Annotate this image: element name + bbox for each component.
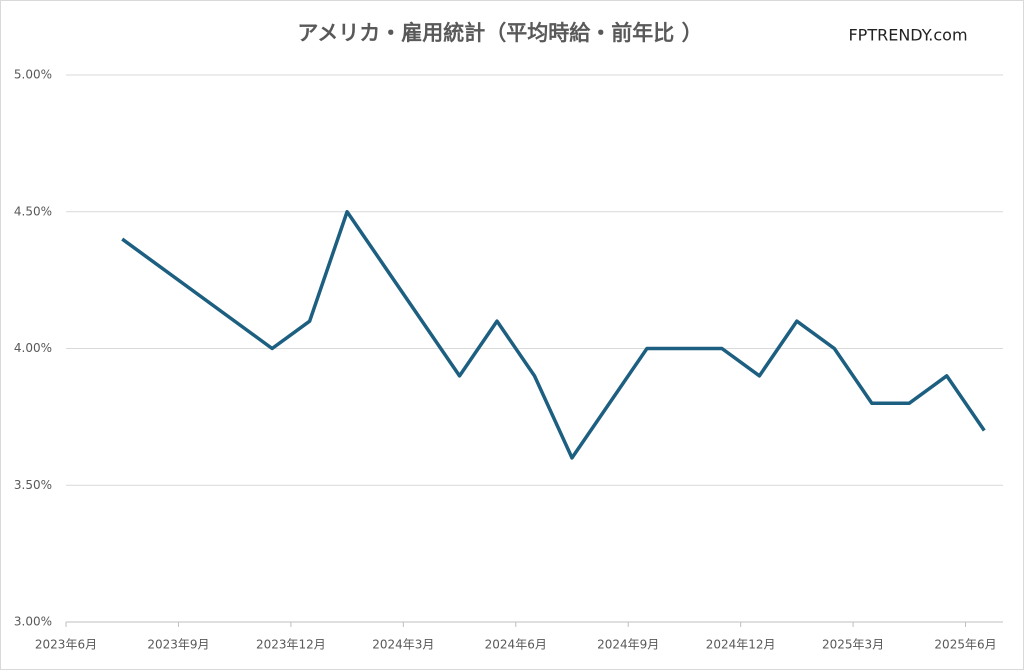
x-tick-label: 2024年6月	[485, 638, 547, 652]
y-tick-label: 3.50%	[14, 478, 52, 492]
x-tick-label: 2024年12月	[706, 638, 776, 652]
x-tick-label: 2023年9月	[147, 638, 209, 652]
x-tick-label: 2025年6月	[934, 638, 996, 652]
y-tick-label: 4.50%	[14, 204, 52, 218]
y-tick-label: 3.00%	[14, 615, 52, 629]
x-tick-label: 2023年12月	[256, 638, 326, 652]
source-label: FPTRENDY.com	[848, 26, 967, 45]
data-line	[121, 210, 986, 460]
x-tick-label: 2024年3月	[372, 638, 434, 652]
x-tick-label: 2025年3月	[822, 638, 884, 652]
x-tick-label: 2024年9月	[597, 638, 659, 652]
y-tick-label: 4.00%	[14, 341, 52, 355]
chart-title: アメリカ・雇用統計（平均時給・前年比 ）	[297, 21, 702, 45]
x-tick-label: 2023年6月	[35, 638, 97, 652]
y-tick-label: 5.00%	[14, 68, 52, 82]
